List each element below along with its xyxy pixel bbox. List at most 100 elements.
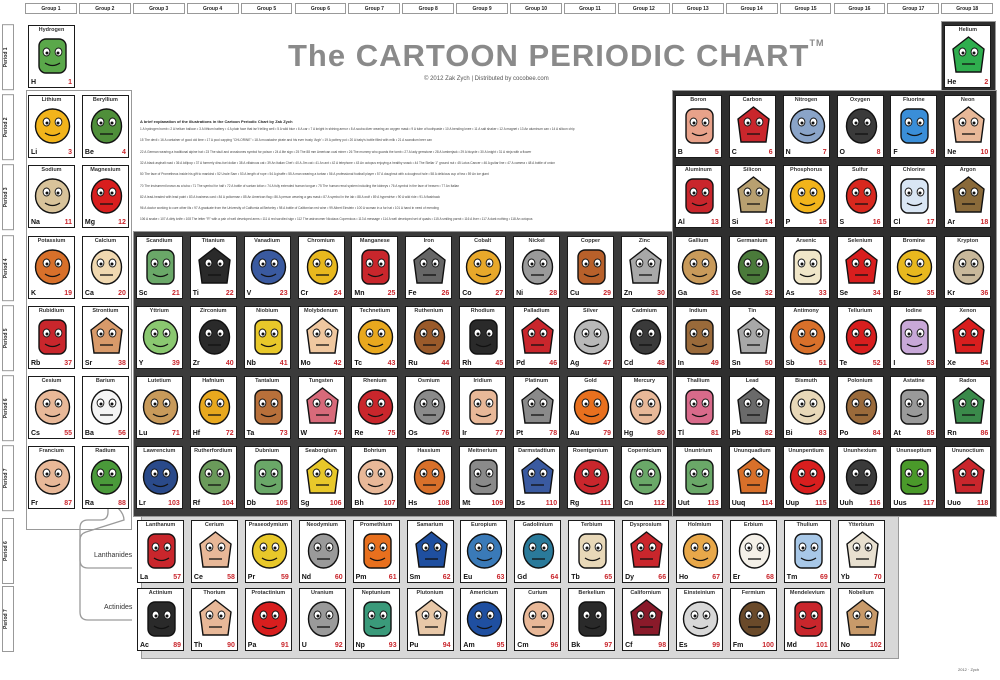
element-tile-titanium[interactable]: Titanium Ti 22	[189, 235, 237, 299]
element-tile-ununtrium[interactable]: Ununtrium Uut 113	[674, 446, 722, 510]
element-tile-boron[interactable]: Boron B 5	[674, 95, 722, 159]
element-tile-ununoctium[interactable]: Ununoctium Uuo 118	[944, 446, 992, 510]
element-tile-zirconium[interactable]: Zirconium Zr 40	[189, 305, 237, 369]
element-tile-dysprosium[interactable]: Dysprosium Dy 66	[622, 520, 670, 583]
element-tile-lawrencium[interactable]: Lawrencium Lr 103	[135, 446, 183, 510]
element-tile-francium[interactable]: Francium Fr 87	[28, 446, 75, 510]
element-tile-curium[interactable]: Curium Cm 96	[514, 588, 562, 651]
element-tile-americium[interactable]: Americium Am 95	[460, 588, 508, 651]
element-tile-nitrogen[interactable]: Nitrogen N 7	[782, 95, 830, 159]
element-tile-einsteinium[interactable]: Einsteinium Es 99	[676, 588, 723, 651]
element-tile-niobium[interactable]: Niobium Nb 41	[243, 305, 291, 369]
element-tile-cesium[interactable]: Cesium Cs 55	[28, 376, 75, 439]
element-tile-arsenic[interactable]: Arsenic As 33	[782, 235, 830, 299]
element-tile-tantalum[interactable]: Tantalum Ta 73	[243, 376, 291, 439]
element-tile-platinum[interactable]: Platinum Pt 78	[513, 376, 561, 439]
element-tile-gallium[interactable]: Gallium Ga 31	[674, 235, 722, 299]
element-tile-bismuth[interactable]: Bismuth Bi 83	[782, 376, 830, 439]
element-tile-thulium[interactable]: Thulium Tm 69	[783, 520, 831, 583]
element-tile-indium[interactable]: Indium In 49	[674, 305, 722, 369]
element-tile-manganese[interactable]: Manganese Mn 25	[351, 235, 399, 299]
element-tile-iridium[interactable]: Iridium Ir 77	[459, 376, 507, 439]
element-tile-aluminum[interactable]: Aluminum Al 13	[674, 165, 722, 229]
element-tile-nobelium[interactable]: Nobelium No 102	[837, 588, 885, 651]
element-tile-rutherfordium[interactable]: Rutherfordium Rf 104	[189, 446, 237, 510]
element-tile-bromine[interactable]: Bromine Br 35	[890, 235, 938, 299]
element-tile-strontium[interactable]: Strontium Sr 38	[81, 305, 129, 369]
element-tile-protactinium[interactable]: Protactinium Pa 91	[244, 588, 292, 651]
element-tile-gadolinium[interactable]: Gadolinium Gd 64	[514, 520, 562, 583]
element-tile-thallium[interactable]: Thallium Tl 81	[674, 376, 722, 439]
element-tile-ununquadium[interactable]: Ununquadium Uuq 114	[728, 446, 776, 510]
element-tile-lanthanum[interactable]: Lanthanum La 57	[137, 520, 184, 583]
element-tile-samarium[interactable]: Samarium Sm 62	[406, 520, 454, 583]
element-tile-cadmium[interactable]: Cadmium Cd 48	[620, 305, 668, 369]
element-tile-plutonium[interactable]: Plutonium Pu 94	[406, 588, 454, 651]
element-tile-terbium[interactable]: Terbium Tb 65	[568, 520, 616, 583]
element-tile-phosphorus[interactable]: Phosphorus P 15	[782, 165, 830, 229]
element-tile-tellurium[interactable]: Tellurium Te 52	[836, 305, 884, 369]
element-tile-ytterbium[interactable]: Ytterbium Yb 70	[837, 520, 885, 583]
element-tile-praseodymium[interactable]: Praseodymium Pr 59	[244, 520, 292, 583]
element-tile-zinc[interactable]: Zinc Zn 30	[620, 235, 668, 299]
element-tile-radon[interactable]: Radon Rn 86	[944, 376, 992, 439]
element-tile-europium[interactable]: Europium Eu 63	[460, 520, 508, 583]
element-tile-silicon[interactable]: Silicon Si 14	[728, 165, 776, 229]
element-tile-berkelium[interactable]: Berkelium Bk 97	[568, 588, 616, 651]
element-tile-bohrium[interactable]: Bohrium Bh 107	[351, 446, 399, 510]
element-tile-sulfur[interactable]: Sulfur S 16	[836, 165, 884, 229]
element-tile-mercury[interactable]: Mercury Hg 80	[620, 376, 668, 439]
element-tile-ununpentium[interactable]: Ununpentium Uup 115	[782, 446, 830, 510]
element-tile-neptunium[interactable]: Neptunium Np 93	[352, 588, 400, 651]
element-tile-palladium[interactable]: Palladium Pd 46	[513, 305, 561, 369]
element-tile-technetium[interactable]: Technetium Tc 43	[351, 305, 399, 369]
element-tile-xenon[interactable]: Xenon Xe 54	[944, 305, 992, 369]
element-tile-helium[interactable]: Helium He 2	[944, 25, 992, 88]
element-tile-copernicium[interactable]: Copernicium Cn 112	[620, 446, 668, 510]
element-tile-molybdenum[interactable]: Molybdenum Mo 42	[297, 305, 345, 369]
element-tile-silver[interactable]: Silver Ag 47	[567, 305, 614, 369]
element-tile-chromium[interactable]: Chromium Cr 24	[297, 235, 345, 299]
element-tile-roentgenium[interactable]: Roentgenium Rg 111	[567, 446, 614, 510]
element-tile-argon[interactable]: Argon Ar 18	[944, 165, 992, 229]
element-tile-germanium[interactable]: Germanium Ge 32	[728, 235, 776, 299]
element-tile-neodymium[interactable]: Neodymium Nd 60	[298, 520, 346, 583]
element-tile-rubidium[interactable]: Rubidium Rb 37	[28, 305, 75, 369]
element-tile-californium[interactable]: Californium Cf 98	[622, 588, 670, 651]
element-tile-hafnium[interactable]: Hafnium Hf 72	[189, 376, 237, 439]
element-tile-polonium[interactable]: Polonium Po 84	[836, 376, 884, 439]
element-tile-cobalt[interactable]: Cobalt Co 27	[459, 235, 507, 299]
element-tile-antimony[interactable]: Antimony Sb 51	[782, 305, 830, 369]
element-tile-tin[interactable]: Tin Sn 50	[728, 305, 776, 369]
element-tile-radium[interactable]: Radium Ra 88	[81, 446, 129, 510]
element-tile-iodine[interactable]: Iodine I 53	[890, 305, 938, 369]
element-tile-sodium[interactable]: Sodium Na 11	[28, 165, 75, 229]
element-tile-carbon[interactable]: Carbon C 6	[728, 95, 776, 159]
element-tile-fermium[interactable]: Fermium Fm 100	[729, 588, 777, 651]
element-tile-actinium[interactable]: Actinium Ac 89	[137, 588, 184, 651]
element-tile-magnesium[interactable]: Magnesium Mg 12	[81, 165, 129, 229]
element-tile-holmium[interactable]: Holmium Ho 67	[676, 520, 723, 583]
element-tile-erbium[interactable]: Erbium Er 68	[729, 520, 777, 583]
element-tile-meitnerium[interactable]: Meitnerium Mt 109	[459, 446, 507, 510]
element-tile-ununseptium[interactable]: Ununseptium Uus 117	[890, 446, 938, 510]
element-tile-beryllium[interactable]: Beryllium Be 4	[81, 95, 129, 159]
element-tile-scandium[interactable]: Scandium Sc 21	[135, 235, 183, 299]
element-tile-rhenium[interactable]: Rhenium Re 75	[351, 376, 399, 439]
element-tile-lithium[interactable]: Lithium Li 3	[28, 95, 75, 159]
element-tile-krypton[interactable]: Krypton Kr 36	[944, 235, 992, 299]
element-tile-darmstadtium[interactable]: Darmstadtium Ds 110	[513, 446, 561, 510]
element-tile-mendelevium[interactable]: Mendelevium Md 101	[783, 588, 831, 651]
element-tile-barium[interactable]: Barium Ba 56	[81, 376, 129, 439]
element-tile-calcium[interactable]: Calcium Ca 20	[81, 235, 129, 299]
element-tile-promethium[interactable]: Promethium Pm 61	[352, 520, 400, 583]
element-tile-vanadium[interactable]: Vanadium V 23	[243, 235, 291, 299]
element-tile-neon[interactable]: Neon Ne 10	[944, 95, 992, 159]
element-tile-lead[interactable]: Lead Pb 82	[728, 376, 776, 439]
element-tile-ununhexium[interactable]: Ununhexium Uuh 116	[836, 446, 884, 510]
element-tile-dubnium[interactable]: Dubnium Db 105	[243, 446, 291, 510]
element-tile-hassium[interactable]: Hassium Hs 108	[405, 446, 453, 510]
element-tile-chlorine[interactable]: Chlorine Cl 17	[890, 165, 938, 229]
element-tile-ruthenium[interactable]: Ruthenium Ru 44	[405, 305, 453, 369]
element-tile-astatine[interactable]: Astatine At 85	[890, 376, 938, 439]
